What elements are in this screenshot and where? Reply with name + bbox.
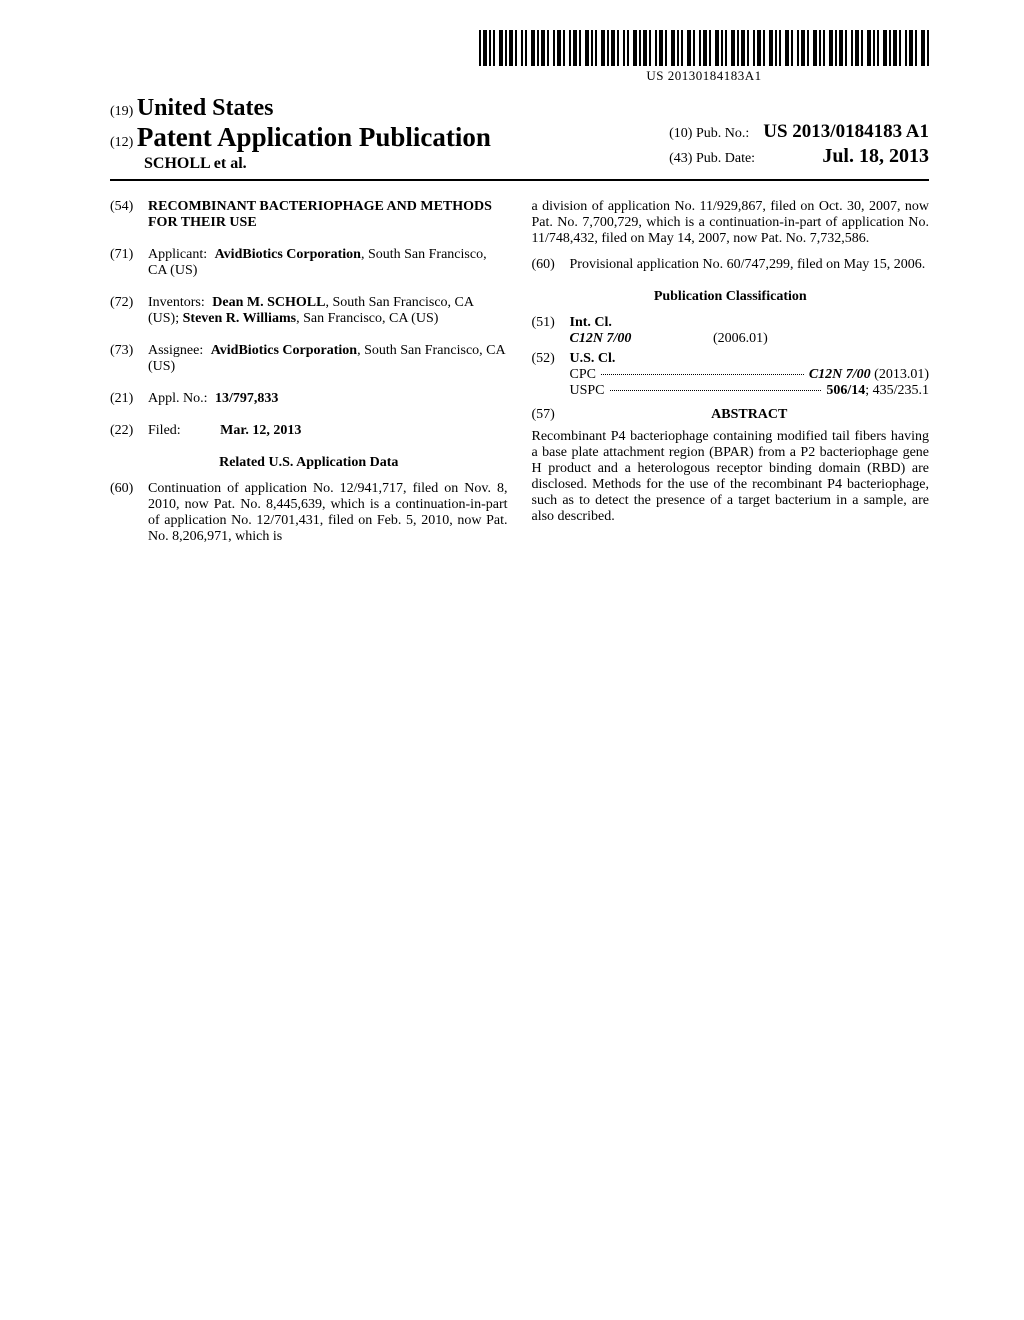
- int-cl-class: C12N 7/00: [570, 331, 710, 347]
- related-heading: Related U.S. Application Data: [110, 455, 508, 471]
- applicant-code: (71): [110, 247, 148, 279]
- barcode-number: US 20130184183A1: [479, 68, 929, 84]
- int-cl-code: (51): [532, 315, 570, 347]
- filed-code: (22): [110, 423, 148, 439]
- uspc-label: USPC: [570, 383, 605, 399]
- barcode: US 20130184183A1: [479, 30, 929, 84]
- abstract-heading: (57) ABSTRACT: [532, 407, 930, 423]
- appl-no-content: Appl. No.: 13/797,833: [148, 391, 508, 407]
- two-column-body: (54) RECOMBINANT BACTERIOPHAGE AND METHO…: [110, 199, 929, 545]
- title-code: (54): [110, 199, 148, 231]
- applicant-name: AvidBiotics Corporation: [215, 247, 361, 262]
- pub-no-code: (10): [669, 126, 692, 141]
- int-cl-content: Int. Cl. C12N 7/00 (2006.01): [570, 315, 930, 347]
- int-cl-year: (2006.01): [713, 331, 768, 346]
- inventor1-name: Dean M. SCHOLL: [212, 295, 325, 310]
- provisional-code: (60): [532, 257, 570, 273]
- classification-heading: Publication Classification: [532, 289, 930, 305]
- filed-value: Mar. 12, 2013: [220, 423, 301, 438]
- uspc-line: USPC 506/14; 435/235.1: [570, 383, 930, 399]
- provisional-text: Provisional application No. 60/747,299, …: [570, 257, 930, 273]
- inventors-content: Inventors: Dean M. SCHOLL, South San Fra…: [148, 295, 508, 327]
- assignee-content: Assignee: AvidBiotics Corporation, South…: [148, 343, 508, 375]
- continuation1-field: (60) Continuation of application No. 12/…: [110, 481, 508, 545]
- pub-no-line: (10) Pub. No.: US 2013/0184183 A1: [669, 121, 929, 143]
- appl-no-field: (21) Appl. No.: 13/797,833: [110, 391, 508, 407]
- int-cl-line: C12N 7/00 (2006.01): [570, 331, 930, 347]
- abstract-code: (57): [532, 407, 570, 423]
- country-name: United States: [137, 95, 274, 121]
- cpc-class: C12N 7/00: [809, 367, 871, 382]
- inventors-code: (72): [110, 295, 148, 327]
- pub-no-label: Pub. No.:: [696, 126, 749, 141]
- left-column: (54) RECOMBINANT BACTERIOPHAGE AND METHO…: [110, 199, 508, 545]
- continuation2-text: a division of application No. 11/929,867…: [532, 199, 930, 247]
- provisional-field: (60) Provisional application No. 60/747,…: [532, 257, 930, 273]
- assignee-name: AvidBiotics Corporation: [211, 343, 357, 358]
- us-cl-label: U.S. Cl.: [570, 351, 930, 367]
- int-cl-label: Int. Cl.: [570, 315, 930, 331]
- author-line: SCHOLL et al.: [110, 155, 669, 173]
- pub-date-value: Jul. 18, 2013: [822, 145, 929, 168]
- filed-label: Filed:: [148, 423, 181, 438]
- country-line: (19) United States: [110, 95, 669, 122]
- assignee-code: (73): [110, 343, 148, 375]
- country-code: (19): [110, 104, 133, 119]
- us-cl-content: U.S. Cl. CPC C12N 7/00 (2013.01) USPC 50…: [570, 351, 930, 399]
- continuation1-text: Continuation of application No. 12/941,7…: [148, 481, 508, 545]
- cpc-line: CPC C12N 7/00 (2013.01): [570, 367, 930, 383]
- abstract-label: ABSTRACT: [570, 407, 930, 423]
- uspc-extra: ; 435/235.1: [865, 383, 929, 398]
- inventors-label: Inventors:: [148, 295, 205, 310]
- uspc-value: 506/14: [826, 383, 865, 398]
- header-row: (19) United States (12) Patent Applicati…: [110, 95, 929, 181]
- applicant-label: Applicant:: [148, 247, 207, 262]
- appl-no-code: (21): [110, 391, 148, 407]
- filed-field: (22) Filed: Mar. 12, 2013: [110, 423, 508, 439]
- us-cl-field: (52) U.S. Cl. CPC C12N 7/00 (2013.01) US…: [532, 351, 930, 399]
- inventors-field: (72) Inventors: Dean M. SCHOLL, South Sa…: [110, 295, 508, 327]
- pub-date-line: (43) Pub. Date: Jul. 18, 2013: [669, 145, 929, 168]
- inventor2-name: Steven R. Williams: [183, 311, 296, 326]
- assignee-field: (73) Assignee: AvidBiotics Corporation, …: [110, 343, 508, 375]
- barcode-section: US 20130184183A1: [110, 30, 929, 85]
- filed-content: Filed: Mar. 12, 2013: [148, 423, 508, 439]
- pub-type: Patent Application Publication: [137, 122, 491, 152]
- title-text: RECOMBINANT BACTERIOPHAGE AND METHODS FO…: [148, 199, 508, 231]
- inventor2-loc: , San Francisco, CA (US): [296, 311, 438, 326]
- pub-no-value: US 2013/0184183 A1: [763, 121, 929, 142]
- cpc-label: CPC: [570, 367, 596, 383]
- right-column: a division of application No. 11/929,867…: [532, 199, 930, 545]
- applicant-content: Applicant: AvidBiotics Corporation, Sout…: [148, 247, 508, 279]
- continuation1-code: (60): [110, 481, 148, 545]
- title-field: (54) RECOMBINANT BACTERIOPHAGE AND METHO…: [110, 199, 508, 231]
- int-cl-field: (51) Int. Cl. C12N 7/00 (2006.01): [532, 315, 930, 347]
- appl-no-value: 13/797,833: [215, 391, 278, 406]
- pub-date-code: (43): [669, 151, 692, 166]
- assignee-label: Assignee:: [148, 343, 203, 358]
- pub-date-label: Pub. Date:: [696, 151, 755, 166]
- header-left: (19) United States (12) Patent Applicati…: [110, 95, 669, 173]
- cpc-year: (2013.01): [871, 367, 929, 382]
- header-right: (10) Pub. No.: US 2013/0184183 A1 (43) P…: [669, 95, 929, 168]
- appl-no-label: Appl. No.:: [148, 391, 208, 406]
- applicant-field: (71) Applicant: AvidBiotics Corporation,…: [110, 247, 508, 279]
- pub-type-line: (12) Patent Application Publication: [110, 122, 669, 153]
- us-cl-code: (52): [532, 351, 570, 399]
- abstract-text: Recombinant P4 bacteriophage containing …: [532, 429, 930, 525]
- pub-code: (12): [110, 135, 133, 150]
